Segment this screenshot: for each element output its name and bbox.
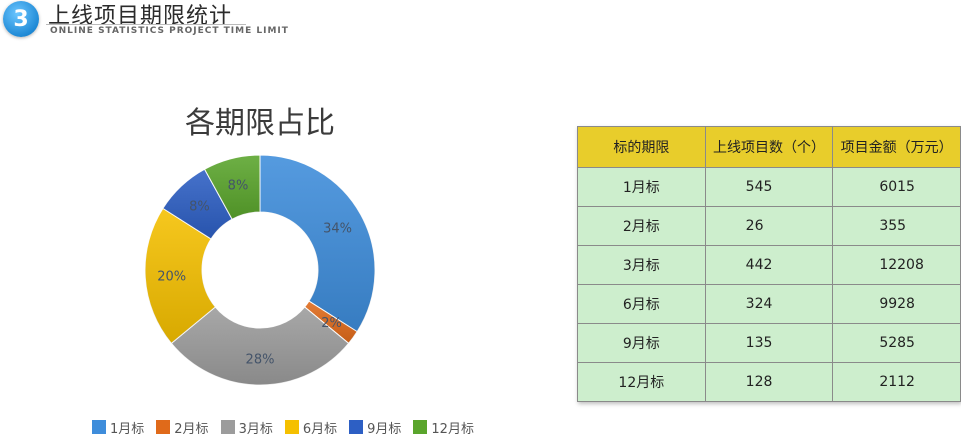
page-header: 3 上线项目期限统计 ONLINE STATISTICS PROJECT TIM… [0, 0, 961, 60]
slice-label: 20% [157, 270, 186, 285]
cell-count: 128 [704, 362, 834, 402]
table-row: 6月标 324 9928 [577, 284, 961, 324]
cell-amount: 355 [832, 206, 961, 246]
slice-label: 34% [323, 221, 352, 236]
legend-item: 3月标 [220, 418, 273, 437]
table-header-row: 标的期限 上线项目数（个） 项目金额（万元） [577, 126, 961, 168]
legend-swatch [220, 420, 235, 434]
legend-label: 3月标 [238, 421, 273, 437]
cell-term: 2月标 [577, 206, 706, 246]
legend-label: 12月标 [431, 421, 474, 437]
cell-count: 442 [704, 245, 834, 285]
legend-label: 6月标 [302, 421, 338, 437]
cell-amount: 9928 [832, 284, 961, 324]
legend-item: 9月标 [349, 418, 402, 437]
cell-amount: 12208 [832, 245, 961, 285]
legend-swatch [349, 420, 364, 434]
slice-label: 8% [228, 178, 249, 193]
legend-label: 9月标 [367, 421, 402, 437]
legend-item: 12月标 [413, 418, 474, 437]
slice-label: 8% [189, 199, 210, 214]
cell-term: 3月标 [577, 245, 706, 285]
header-project-amount: 项目金额（万元） [832, 126, 961, 168]
header-term: 标的期限 [577, 126, 706, 168]
table-row: 9月标 135 5285 [577, 323, 961, 363]
cell-term: 9月标 [577, 323, 706, 363]
header-divider [46, 24, 246, 25]
cell-term: 6月标 [577, 284, 706, 324]
legend-swatch [284, 420, 299, 434]
legend-swatch [413, 420, 428, 434]
slice-shade [304, 301, 358, 344]
slice-shade [204, 155, 260, 220]
chart-title: 各期限占比 [185, 106, 335, 141]
legend-label: 2月标 [174, 421, 209, 437]
page-subtitle: ONLINE STATISTICS PROJECT TIME LIMIT [50, 26, 289, 36]
cell-amount: 5285 [832, 323, 961, 363]
legend-swatch [92, 420, 106, 434]
slice-label: 28% [246, 353, 275, 368]
legend-item: 2月标 [156, 418, 209, 437]
term-statistics-table: 标的期限 上线项目数（个） 项目金额（万元） 1月标 545 6015 2月标 … [577, 126, 961, 402]
table-row: 1月标 545 6015 [577, 167, 961, 207]
section-number-badge: 3 [3, 1, 39, 37]
legend-item: 6月标 [284, 418, 338, 437]
header-project-count: 上线项目数（个） [704, 126, 834, 168]
cell-amount: 2112 [832, 362, 961, 402]
slice-shade [171, 306, 349, 385]
chart-legend: 1月标 2月标 3月标 6月标 9月标 12月标 [92, 418, 474, 437]
slice-shade [260, 155, 375, 332]
cell-count: 26 [704, 206, 834, 246]
cell-term: 1月标 [577, 167, 706, 207]
slice-shade [145, 208, 216, 344]
table-row: 3月标 442 12208 [577, 245, 961, 285]
cell-count: 545 [704, 167, 834, 207]
cell-count: 324 [704, 284, 834, 324]
legend-swatch [156, 420, 171, 434]
legend-item: 1月标 [92, 418, 145, 437]
cell-term: 12月标 [577, 362, 706, 402]
cell-amount: 6015 [832, 167, 961, 207]
donut-chart: 34% 2% 28% 20% 8% 8% [144, 154, 376, 386]
table-row: 12月标 128 2112 [577, 362, 961, 402]
table-row: 2月标 26 355 [577, 206, 961, 246]
slice-label: 2% [321, 316, 342, 331]
cell-count: 135 [704, 323, 834, 363]
slice-shade [162, 169, 233, 239]
legend-label: 1月标 [110, 421, 145, 437]
